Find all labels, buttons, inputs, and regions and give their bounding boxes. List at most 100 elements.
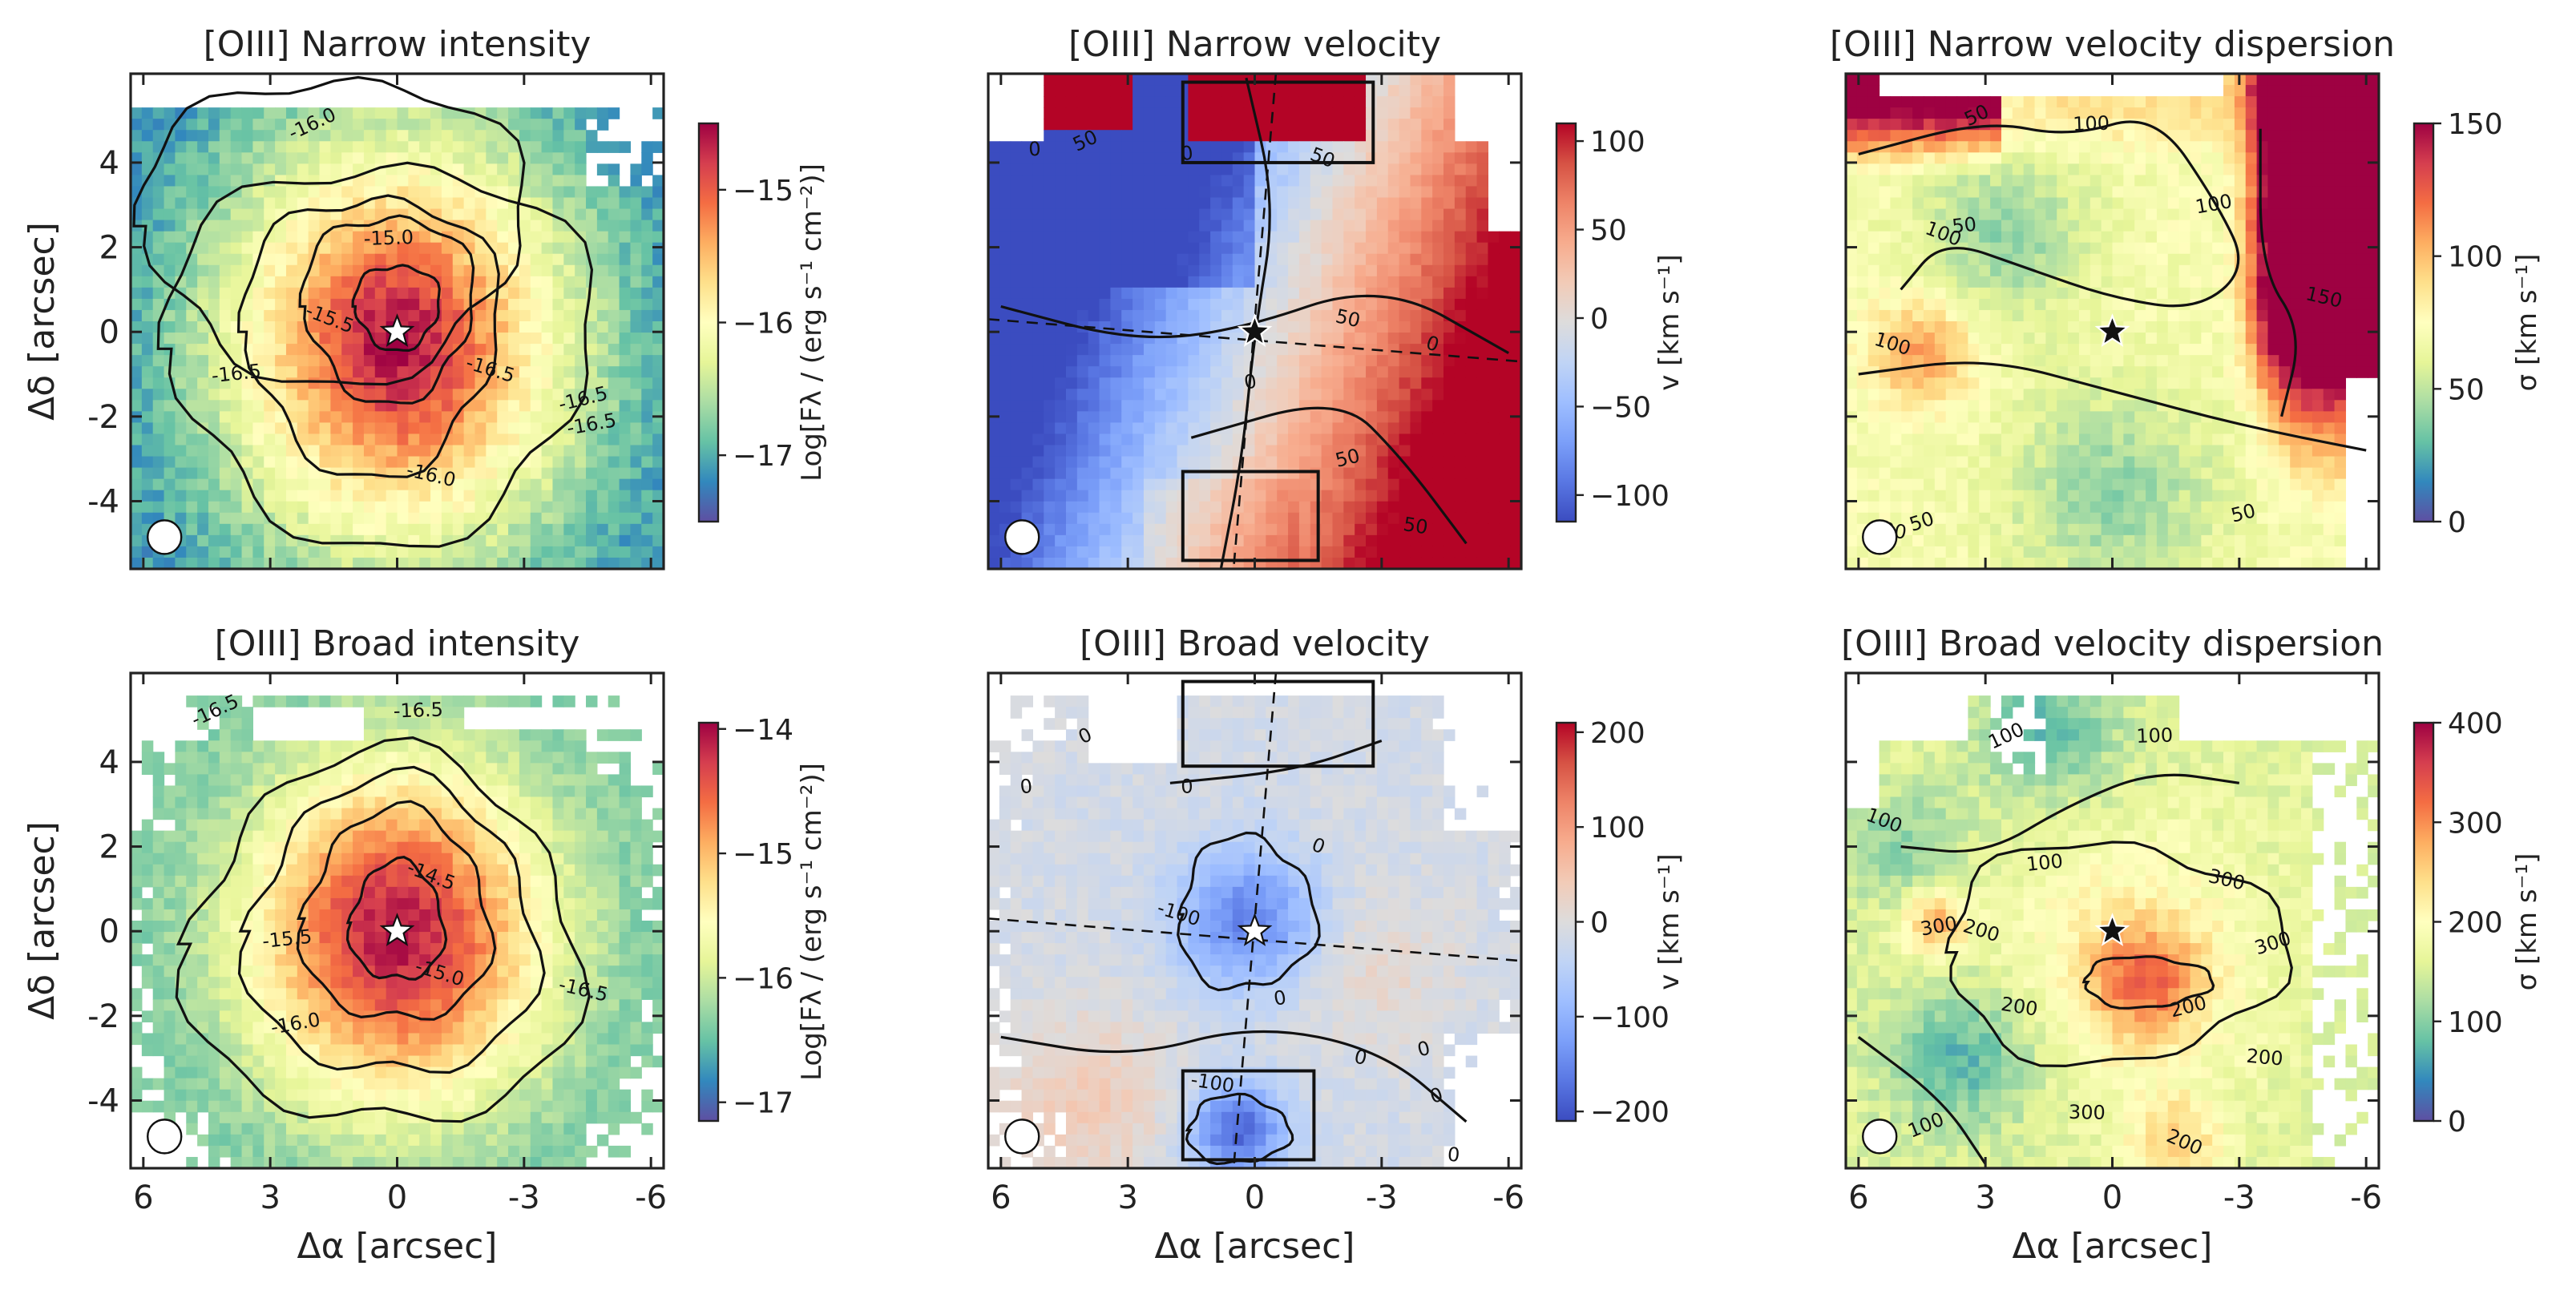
heatmap-pixel [152, 298, 165, 311]
heatmap-pixel [1199, 163, 1211, 176]
heatmap-pixel [999, 231, 1011, 244]
heatmap-pixel [1165, 175, 1178, 187]
heatmap-pixel [131, 107, 143, 119]
heatmap-pixel [341, 264, 353, 277]
heatmap-pixel [1044, 287, 1056, 300]
heatmap-pixel [1243, 242, 1256, 255]
heatmap-pixel [1133, 163, 1145, 176]
heatmap-pixel [541, 309, 554, 322]
heatmap-pixel [275, 433, 287, 446]
heatmap-pixel [1110, 163, 1122, 176]
heatmap-pixel [1199, 175, 1211, 187]
heatmap-pixel [386, 456, 398, 469]
heatmap-pixel [241, 231, 253, 244]
heatmap-pixel [1210, 309, 1222, 322]
heatmap-pixel [541, 119, 554, 131]
heatmap-pixel [197, 377, 209, 389]
heatmap-pixel [1065, 456, 1078, 469]
heatmap-pixel [1343, 208, 1355, 221]
heatmap-pixel [652, 141, 664, 153]
heatmap-pixel [1421, 141, 1433, 153]
heatmap-pixel [1143, 107, 1156, 119]
heatmap-pixel [1010, 231, 1023, 244]
heatmap-pixel [1488, 298, 1500, 311]
heatmap-pixel [1310, 490, 1322, 502]
heatmap-pixel [1088, 298, 1100, 311]
heatmap-pixel [2279, 152, 2291, 164]
heatmap-pixel [2356, 220, 2368, 232]
heatmap-pixel [275, 389, 287, 401]
heatmap-pixel [1266, 433, 1278, 446]
heatmap-pixel [141, 107, 154, 119]
heatmap-pixel [408, 355, 420, 367]
heatmap-pixel [608, 253, 620, 266]
heatmap-pixel [2256, 130, 2269, 142]
heatmap-pixel [1432, 512, 1444, 525]
heatmap-pixel [1465, 534, 1478, 547]
heatmap-pixel [1110, 478, 1122, 491]
heatmap-pixel [308, 220, 321, 232]
heatmap-pixel [988, 287, 1000, 300]
heatmap-pixel [2123, 264, 2135, 277]
heatmap-pixel [1188, 445, 1200, 458]
heatmap-pixel [1355, 197, 1367, 210]
heatmap-pixel [2323, 85, 2336, 97]
heatmap-pixel [1088, 309, 1100, 322]
heatmap-pixel [197, 490, 209, 502]
heatmap-pixel [208, 456, 220, 469]
heatmap-pixel [353, 478, 365, 491]
heatmap-pixel [1321, 501, 1334, 514]
heatmap-pixel [308, 422, 321, 435]
heatmap-pixel [2045, 119, 2057, 131]
contour-set [1000, 77, 1509, 569]
heatmap-pixel [619, 478, 632, 491]
heatmap-pixel [264, 242, 276, 255]
heatmap-pixel [1032, 546, 1044, 558]
heatmap-pixel [252, 287, 264, 300]
heatmap-pixel [519, 523, 531, 536]
heatmap-pixel [1421, 264, 1433, 277]
heatmap-pixel [1465, 501, 1478, 514]
heatmap-pixel [1488, 253, 1500, 266]
heatmap-pixel [1232, 231, 1245, 244]
heatmap-pixel [1454, 287, 1467, 300]
heatmap-pixel [1956, 231, 1968, 244]
heatmap-pixel [1321, 523, 1334, 536]
heatmap-pixel [1021, 220, 1034, 232]
heatmap-pixel [1298, 377, 1311, 389]
heatmap-pixel [552, 377, 564, 389]
heatmap-pixel [1288, 467, 1300, 480]
heatmap-pixel [1188, 355, 1200, 367]
heatmap-pixel [1432, 208, 1444, 221]
heatmap-pixel [2245, 175, 2258, 187]
heatmap-pixel [1021, 389, 1034, 401]
heatmap-pixel [2123, 175, 2135, 187]
heatmap-pixel [1376, 523, 1389, 536]
panel-narrow-velocity: [OIII] Narrow velocity500500005050501005… [987, 24, 1686, 570]
heatmap-pixel [1221, 344, 1233, 356]
heatmap-pixel [563, 321, 575, 333]
heatmap-pixel [1088, 163, 1100, 176]
heatmap-pixel [1488, 377, 1500, 389]
heatmap-pixel [508, 276, 520, 288]
heatmap-pixel [2023, 175, 2036, 187]
heatmap-pixel [219, 501, 232, 514]
heatmap-pixel [1387, 467, 1400, 480]
heatmap-pixel [1177, 445, 1189, 458]
heatmap-pixel [586, 242, 598, 255]
heatmap-pixel [1055, 512, 1067, 525]
heatmap-pixel [2267, 152, 2279, 164]
heatmap-pixel [1065, 197, 1078, 210]
heatmap-pixel [1099, 501, 1111, 514]
heatmap-pixel [619, 276, 632, 288]
heatmap-pixel [1510, 321, 1521, 333]
heatmap-pixel [1266, 534, 1278, 547]
heatmap-pixel [563, 355, 575, 367]
heatmap-pixel [197, 366, 209, 378]
heatmap-pixel [285, 377, 298, 389]
heatmap-pixel [2089, 242, 2102, 255]
heatmap-pixel [1254, 163, 1266, 176]
heatmap-pixel [988, 231, 1000, 244]
heatmap-pixel [419, 389, 431, 401]
heatmap-pixel [1165, 141, 1178, 153]
